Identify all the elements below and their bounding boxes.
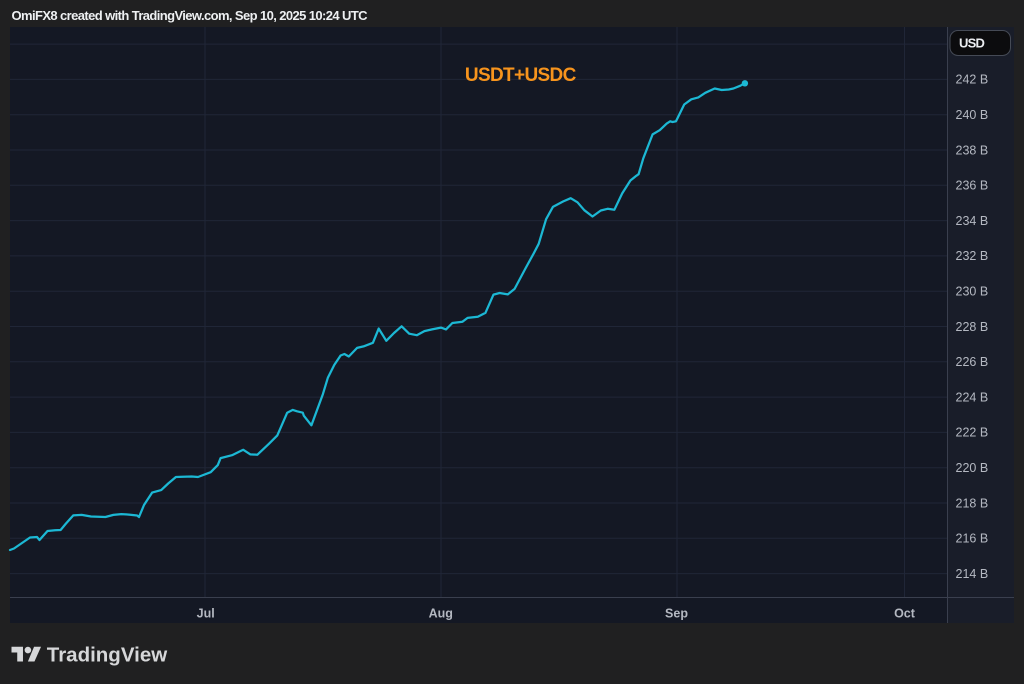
- svg-text:216 B: 216 B: [956, 532, 989, 546]
- svg-text:240 B: 240 B: [956, 108, 989, 122]
- svg-text:USD: USD: [959, 35, 984, 50]
- svg-text:USDT+USDC: USDT+USDC: [465, 65, 577, 86]
- svg-text:OmiFX8 created with TradingVie: OmiFX8 created with TradingView.com, Sep…: [12, 8, 369, 23]
- svg-text:242 B: 242 B: [956, 73, 989, 87]
- svg-text:218 B: 218 B: [956, 496, 989, 510]
- svg-text:222 B: 222 B: [956, 426, 989, 440]
- svg-text:230 B: 230 B: [956, 285, 989, 299]
- svg-text:238 B: 238 B: [956, 143, 989, 157]
- svg-text:226 B: 226 B: [956, 355, 989, 369]
- svg-text:Sep: Sep: [665, 607, 688, 621]
- svg-text:236 B: 236 B: [956, 179, 989, 193]
- svg-text:232 B: 232 B: [956, 249, 989, 263]
- svg-text:Aug: Aug: [429, 607, 453, 621]
- svg-text:224 B: 224 B: [956, 390, 989, 404]
- svg-text:Oct: Oct: [894, 607, 916, 621]
- svg-text:214 B: 214 B: [956, 567, 989, 581]
- svg-text:TradingView: TradingView: [47, 644, 167, 667]
- svg-text:228 B: 228 B: [956, 320, 989, 334]
- svg-text:220 B: 220 B: [956, 461, 989, 475]
- svg-text:Jul: Jul: [197, 607, 215, 621]
- svg-text:234 B: 234 B: [956, 214, 989, 228]
